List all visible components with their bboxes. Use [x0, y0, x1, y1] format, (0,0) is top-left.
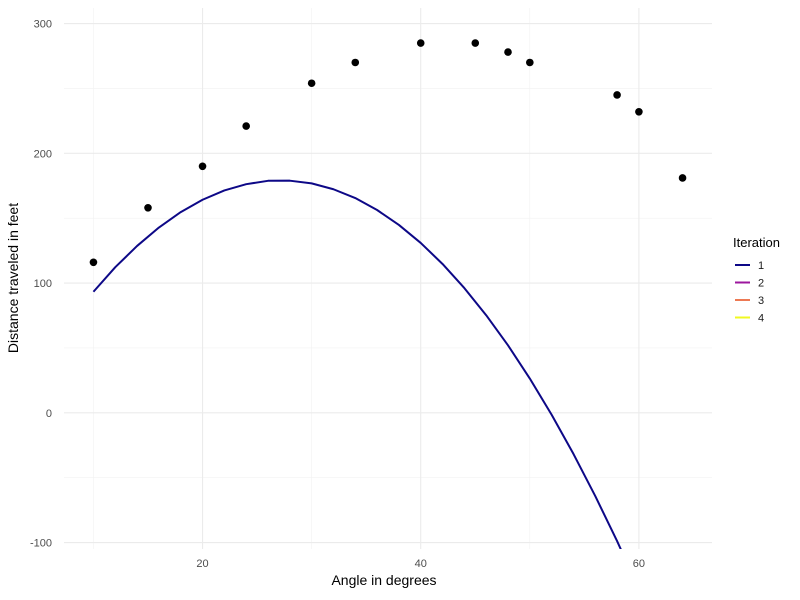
data-point — [351, 58, 360, 67]
data-point — [504, 48, 512, 56]
x-tick-label: 60 — [633, 558, 645, 570]
grid — [64, 8, 712, 549]
legend-label-4: 4 — [758, 313, 764, 325]
y-axis-ticks: -100 0 100 200 300 — [30, 19, 52, 550]
x-axis-title: Angle in degrees — [331, 572, 436, 588]
data-point — [144, 203, 152, 212]
data-point — [89, 258, 98, 267]
y-tick-label: 0 — [46, 408, 52, 420]
y-tick-label: 200 — [34, 148, 52, 160]
legend-label-2: 2 — [758, 278, 764, 290]
y-tick-label: -100 — [30, 538, 52, 550]
y-tick-label: 300 — [34, 19, 52, 31]
data-point — [198, 162, 207, 171]
data-point — [635, 107, 643, 116]
x-tick-label: 20 — [196, 558, 208, 570]
series-line-1 — [92, 179, 622, 549]
x-axis-ticks: 20 40 60 — [196, 558, 645, 570]
scatter-points — [89, 39, 687, 267]
data-point — [526, 58, 534, 67]
data-point — [613, 91, 621, 99]
legend: Iteration 1 2 3 4 — [733, 235, 780, 325]
legend-label-1: 1 — [758, 260, 764, 272]
data-point — [678, 174, 687, 182]
data-point — [307, 79, 316, 88]
series-lines — [92, 179, 622, 549]
y-tick-label: 100 — [34, 278, 52, 290]
legend-label-3: 3 — [758, 295, 764, 307]
data-point — [242, 122, 250, 130]
x-tick-label: 40 — [415, 558, 427, 570]
data-point — [471, 39, 480, 47]
legend-title: Iteration — [733, 235, 780, 250]
data-point — [416, 39, 425, 47]
y-axis-title: Distance traveled in feet — [5, 203, 21, 353]
